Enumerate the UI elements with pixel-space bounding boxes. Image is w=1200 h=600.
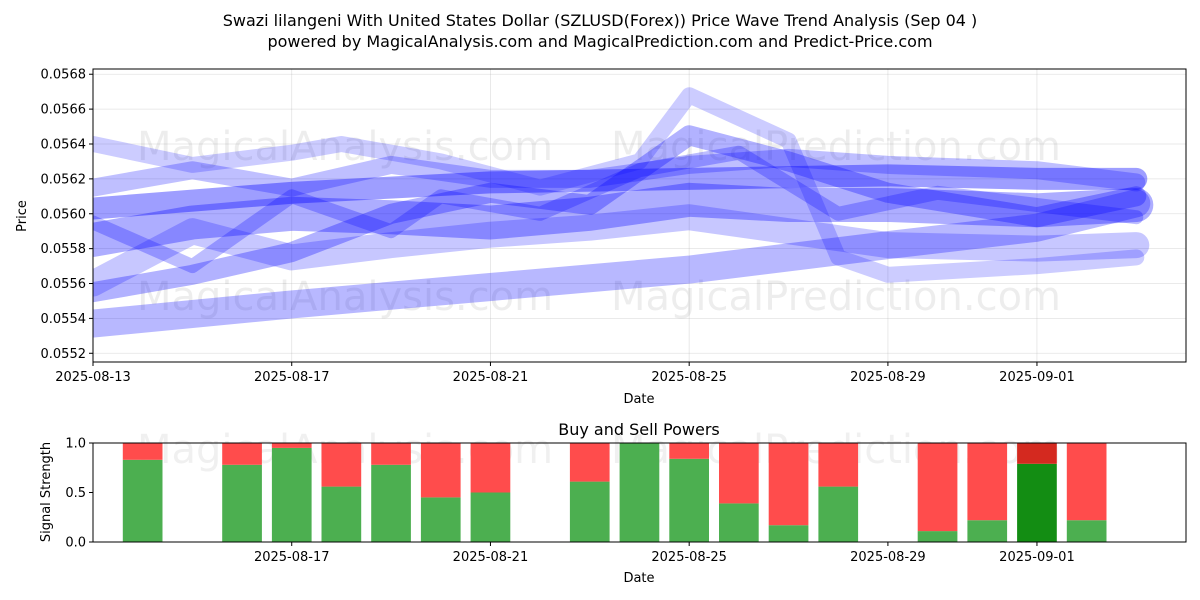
price-y-tick-label-0-0562: 0.0562 [41, 172, 87, 187]
buy-power-bar-2025-08-23 [569, 481, 610, 542]
power-y-tick-label-0-5: 0.5 [65, 486, 86, 501]
price-y-tick-label-0-0556: 0.0556 [41, 277, 87, 292]
buy-power-bar-2025-08-31 [967, 520, 1008, 542]
power-y-tick-label-0-0: 0.0 [65, 536, 86, 551]
sell-power-bar-2025-08-30 [917, 443, 958, 532]
buy-power-bar-2025-08-28 [818, 486, 859, 542]
sell-power-bar-2025-09-02 [1066, 443, 1107, 521]
sell-power-bar-2025-08-17 [271, 443, 312, 448]
power-y-tick-label-1-0: 1.0 [65, 437, 86, 452]
buy-power-bar-2025-08-27 [768, 525, 809, 542]
price-wave-line-1 [93, 189, 1151, 338]
watermark-magicalprediction-top: MagicalPrediction.com [611, 124, 1061, 170]
power-x-tick-label-2025-09-01: 2025-09-01 [999, 550, 1075, 565]
sell-power-bar-2025-08-27 [768, 443, 809, 526]
power-x-ticks: 2025-08-17 2025-08-21 2025-08-25 2025-08-29… [254, 542, 1075, 565]
sell-power-bar-2025-08-16 [222, 443, 262, 465]
buy-power-bar-2025-08-17 [271, 447, 312, 542]
price-plot-background [93, 69, 1186, 362]
price-wave-line-5 [93, 204, 1150, 297]
buy-power-bar-2025-09-01 [1017, 463, 1057, 542]
price-y-tick-label-0-0564: 0.0564 [41, 137, 87, 152]
buy-power-bar-2025-08-19 [371, 464, 411, 542]
price-y-ticks: 0.0552 0.0554 0.0556 0.0558 0.0560 0.0562 0.05… [41, 68, 93, 362]
price-y-axis-label: Price [15, 200, 30, 232]
buy-power-bar-2025-08-14 [122, 459, 163, 542]
power-chart-title: Buy and Sell Powers [558, 420, 720, 439]
price-wave-line-2 [93, 164, 1148, 220]
sell-power-bar-2025-08-21 [470, 443, 511, 493]
buy-power-bar-2025-08-24 [619, 443, 660, 542]
price-wave-line-3 [93, 182, 1154, 257]
price-y-tick-label-0-0568: 0.0568 [41, 68, 87, 83]
power-x-tick-label-2025-08-25: 2025-08-25 [651, 550, 727, 565]
sell-power-bar-2025-08-25 [669, 443, 709, 459]
power-y-ticks: 0.0 0.5 1.0 [65, 437, 93, 551]
price-wave-line-8 [93, 145, 1144, 274]
buy-power-bar-2025-08-16 [222, 464, 262, 542]
power-x-axis-label: Date [623, 571, 654, 586]
price-x-ticks: 2025-08-13 2025-08-17 2025-08-21 2025-08-25… [55, 362, 1075, 385]
buy-power-bar-2025-08-26 [719, 503, 759, 542]
sell-power-bar-2025-08-20 [420, 443, 461, 498]
sell-power-bar-2025-08-23 [569, 443, 610, 482]
power-x-tick-label-2025-08-17: 2025-08-17 [254, 550, 330, 565]
price-y-tick-label-0-0560: 0.0560 [41, 207, 87, 222]
sell-power-bar-2025-08-14 [122, 443, 163, 460]
price-wave-line-6 [93, 87, 1145, 283]
figure-subtitle: powered by MagicalAnalysis.com and Magic… [267, 32, 932, 51]
buy-power-bar-2025-08-20 [420, 497, 461, 542]
sell-power-bar-2025-08-28 [818, 443, 859, 487]
watermark-magicalprediction-bottom: MagicalPrediction.com [611, 274, 1061, 320]
price-x-tick-label-2025-08-29: 2025-08-29 [850, 370, 926, 385]
sell-power-bar-2025-08-31 [967, 443, 1008, 521]
buy-power-bar-2025-08-25 [669, 458, 709, 542]
sell-power-bar-2025-08-26 [719, 443, 759, 504]
watermark-magicalanalysis-top: MagicalAnalysis.com [137, 124, 553, 170]
sell-power-bar-2025-08-18 [321, 443, 362, 487]
price-grid [92, 69, 1186, 362]
price-x-tick-label-2025-08-21: 2025-08-21 [453, 370, 529, 385]
price-x-tick-label-2025-09-01: 2025-09-01 [999, 370, 1075, 385]
price-wave-line-7 [93, 125, 1147, 303]
price-x-axis-label: Date [623, 392, 654, 407]
price-waves [93, 87, 1154, 338]
price-plot-frame [92, 68, 1187, 363]
buy-power-bar-2025-08-21 [470, 492, 511, 542]
price-watermarks: MagicalAnalysis.com MagicalPrediction.co… [137, 124, 1061, 320]
sell-power-bar-2025-09-01 [1017, 443, 1057, 464]
power-bars [122, 443, 1107, 542]
price-x-tick-label-2025-08-17: 2025-08-17 [254, 370, 330, 385]
power-x-tick-label-2025-08-29: 2025-08-29 [850, 550, 926, 565]
price-y-tick-label-0-0558: 0.0558 [41, 242, 87, 257]
price-x-tick-label-2025-08-13: 2025-08-13 [55, 370, 131, 385]
price-y-tick-label-0-0566: 0.0566 [41, 103, 87, 118]
power-chart: MagicalAnalysis.com MagicalPrediction.co… [39, 420, 1187, 586]
buy-power-bar-2025-09-02 [1066, 520, 1107, 542]
buy-power-bar-2025-08-18 [321, 486, 362, 542]
sell-power-bar-2025-08-19 [371, 443, 411, 465]
price-y-tick-label-0-0552: 0.0552 [41, 347, 87, 362]
power-x-tick-label-2025-08-21: 2025-08-21 [453, 550, 529, 565]
price-wave-line-4 [93, 148, 1146, 197]
buy-power-bar-2025-08-30 [917, 531, 958, 542]
watermark-magicalanalysis-bottom: MagicalAnalysis.com [137, 274, 553, 320]
figure-title: Swazi lilangeni With United States Dolla… [223, 11, 978, 30]
power-y-axis-label: Signal Strength [39, 442, 54, 542]
price-y-tick-label-0-0554: 0.0554 [41, 312, 87, 327]
price-x-tick-label-2025-08-25: 2025-08-25 [651, 370, 727, 385]
price-chart: MagicalAnalysis.com MagicalPrediction.co… [15, 68, 1187, 407]
